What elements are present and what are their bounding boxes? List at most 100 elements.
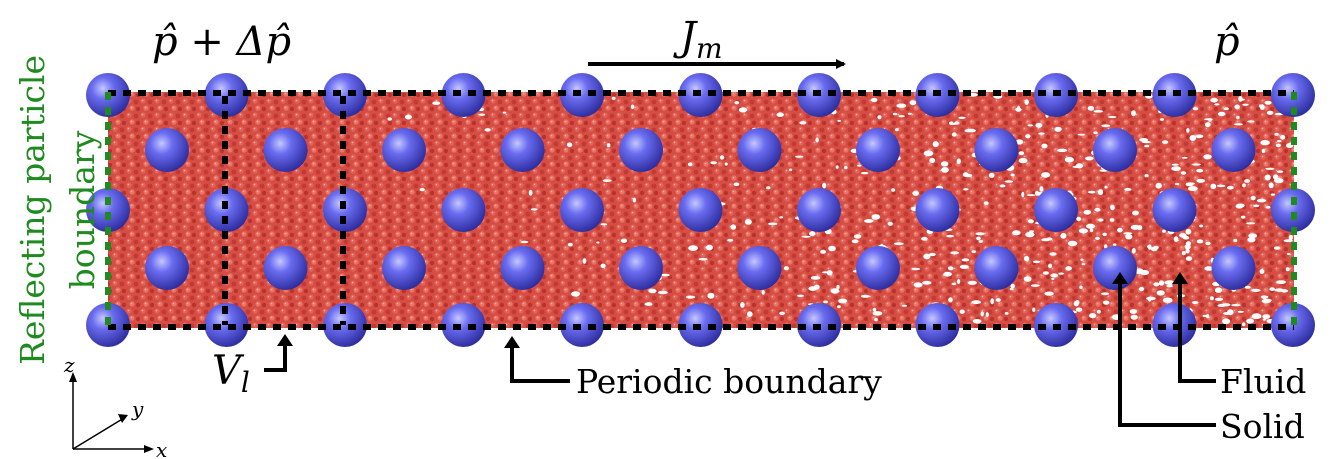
fluid-void <box>990 298 994 305</box>
fluid-void <box>1206 314 1210 319</box>
fluid-void <box>874 317 878 322</box>
solid-sphere <box>382 246 426 290</box>
fluid-void <box>907 112 912 115</box>
fluid-void <box>1203 154 1212 160</box>
solid-sphere <box>737 128 782 172</box>
axis-z-label: z <box>63 353 75 377</box>
fluid-void <box>860 294 871 298</box>
fluid-void <box>828 245 836 252</box>
fluid-void <box>941 167 949 173</box>
fluid-void <box>1139 138 1148 142</box>
fluid-void <box>1029 230 1034 233</box>
fluid-void <box>1260 295 1269 299</box>
fluid-void <box>661 273 670 277</box>
fluid-void <box>1204 266 1214 271</box>
fluid-void <box>1098 218 1104 222</box>
fluid-void <box>1205 122 1211 128</box>
fluid-void <box>957 279 961 284</box>
fluid-void <box>893 242 904 246</box>
fluid-void <box>1024 99 1029 105</box>
fluid-void <box>1153 282 1160 287</box>
fluid-void <box>1041 238 1051 242</box>
fluid-void <box>632 197 637 203</box>
fluid-label: Fluid <box>1220 362 1306 401</box>
fluid-void <box>1164 280 1175 285</box>
fluid-void <box>698 257 708 261</box>
fluid-void <box>980 311 984 317</box>
fluid-void <box>978 240 983 243</box>
fluid-void <box>1286 252 1291 255</box>
fluid-void <box>1023 276 1032 282</box>
fluid-void <box>1203 118 1213 121</box>
fluid-void <box>1253 204 1260 208</box>
fluid-void <box>1144 174 1149 178</box>
fluid-void <box>1038 132 1045 135</box>
fluid-void <box>520 240 529 244</box>
fluid-void <box>961 258 970 262</box>
fluid-void <box>976 236 981 241</box>
fluid-void <box>871 214 881 220</box>
fluid-void <box>484 128 491 132</box>
solid-sphere <box>1093 128 1137 172</box>
fluid-void <box>1075 163 1084 169</box>
fluid-void <box>1231 304 1241 307</box>
fluid-void <box>1086 223 1095 229</box>
fluid-void <box>719 155 725 160</box>
fluid-void <box>1080 258 1084 261</box>
fluid-void <box>1041 143 1048 149</box>
solid-sphere <box>145 246 189 290</box>
fluid-void <box>530 208 538 211</box>
fluid-void <box>1117 227 1123 233</box>
fluid-void <box>1202 314 1207 317</box>
periodic-boundary-label: Periodic boundary <box>576 362 882 401</box>
fluid-void <box>959 264 969 269</box>
fluid-void <box>959 309 965 314</box>
fluid-void <box>892 112 898 116</box>
fluid-void <box>948 297 953 303</box>
fluid-void <box>1273 246 1281 250</box>
solid-sphere <box>1271 188 1315 232</box>
fluid-void <box>1264 174 1271 181</box>
solid-sphere <box>797 188 841 232</box>
fluid-void <box>1274 132 1279 136</box>
fluid-void <box>808 286 817 291</box>
fluid-void <box>1160 118 1164 121</box>
fluid-void <box>1260 139 1270 146</box>
fluid-void <box>1235 204 1244 209</box>
fluid-void <box>1251 313 1262 320</box>
fluid-void <box>1210 183 1217 190</box>
fluid-void <box>1032 307 1036 312</box>
solid-sphere <box>323 188 367 232</box>
fluid-void <box>658 290 668 295</box>
fluid-void <box>620 238 628 243</box>
fluid-void <box>1132 226 1143 230</box>
fluid-void <box>596 241 600 244</box>
fluid-void <box>947 266 954 271</box>
fluid-void <box>822 182 827 189</box>
fluid-void <box>606 143 611 148</box>
fluid-void <box>1110 204 1115 211</box>
fluid-void <box>1156 290 1165 296</box>
fluid-void <box>954 121 960 125</box>
fluid-void <box>766 186 771 190</box>
fluid-void <box>724 162 728 166</box>
fluid-void <box>1265 167 1275 170</box>
fluid-void <box>644 302 653 306</box>
fluid-void <box>795 155 804 158</box>
fluid-void <box>820 249 826 254</box>
fluid-void <box>1175 182 1180 186</box>
fluid-void <box>1222 318 1231 325</box>
fluid-void <box>1144 144 1150 148</box>
fluid-void <box>1101 124 1111 128</box>
fluid-void <box>582 258 587 264</box>
fluid-void <box>972 319 982 324</box>
solid-sphere <box>560 73 604 117</box>
solid-sphere <box>1211 246 1256 290</box>
fluid-void <box>1276 170 1284 173</box>
fluid-void <box>1248 233 1258 239</box>
fluid-void <box>1181 156 1188 159</box>
fluid-void <box>1004 180 1014 183</box>
fluid-void <box>1027 219 1034 224</box>
fluid-void <box>1058 272 1065 275</box>
